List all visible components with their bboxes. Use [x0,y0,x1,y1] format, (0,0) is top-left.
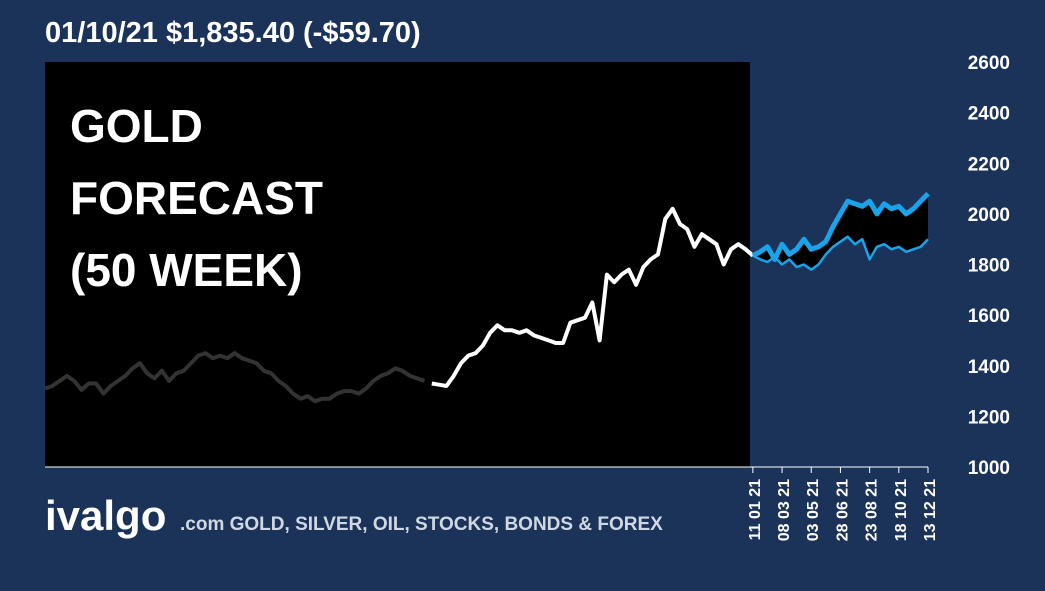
x-tick-label: 08 03 21 [776,479,793,541]
y-tick-label: 2000 [968,205,1010,226]
y-tick-label: 1600 [968,306,1010,327]
x-tick-label: 18 10 21 [893,479,910,541]
x-tick-label: 03 05 21 [805,479,822,541]
annotation: GOLD [70,100,203,152]
y-tick-label: 1200 [968,407,1010,428]
y-tick-label: 1000 [968,458,1010,479]
x-tick-label: 13 12 21 [922,479,939,541]
y-tick-label: 1800 [968,256,1010,277]
y-tick-label: 2600 [968,53,1010,74]
history-panel [45,62,750,467]
annotation: FORECAST [70,172,323,224]
x-tick-label: 11 01 21 [747,479,764,541]
x-tick-label: 23 08 21 [864,479,881,541]
x-tick-label: 28 06 21 [834,479,851,541]
series-line [431,206,755,388]
annotation: (50 WEEK) [70,244,303,296]
brand: ivalgo [45,492,166,539]
y-tick-label: 1400 [968,357,1010,378]
series-line [752,235,929,271]
forecast-band [752,193,928,270]
series-line [751,191,930,262]
tagline: .com GOLD, SILVER, OIL, STOCKS, BONDS & … [180,514,663,535]
y-tick-label: 2200 [968,154,1010,175]
series-line [44,351,426,404]
chart-title: 01/10/21 $1,835.40 (-$59.70) [45,17,421,49]
y-tick-label: 2400 [968,104,1010,125]
